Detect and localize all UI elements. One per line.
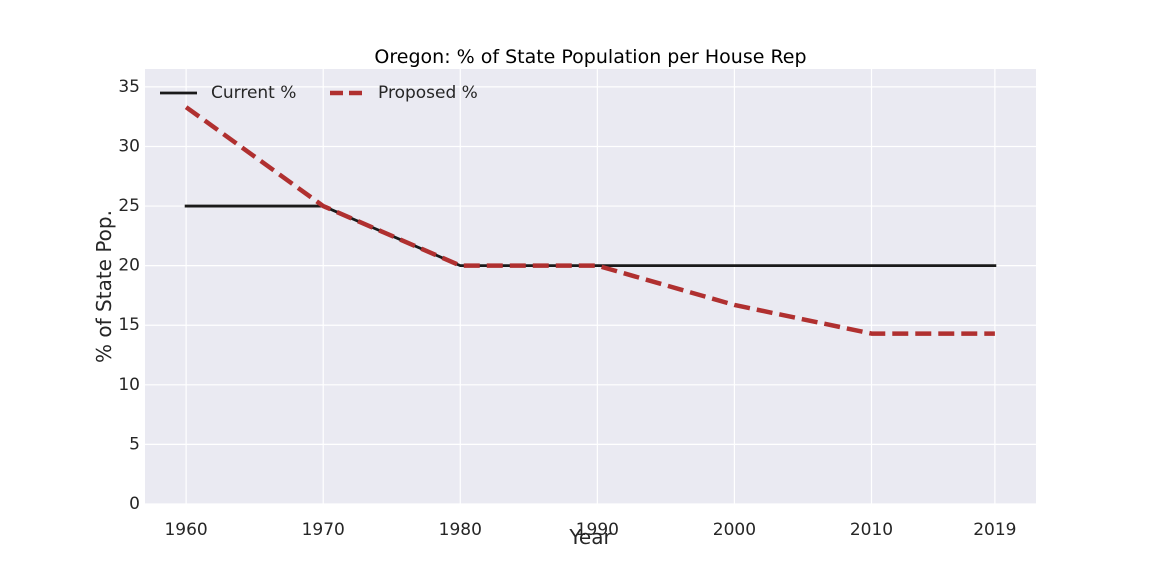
x-tick-label: 2010	[850, 520, 893, 540]
tick-labels: 1960 1970 1980 1990 2000 2010 2019 0 5 10 15 20 25 30…	[118, 77, 1016, 540]
y-tick-label: 25	[118, 196, 140, 216]
x-tick-label: 1980	[439, 520, 482, 540]
grid-lines	[145, 69, 1036, 505]
y-axis-label: % of State Pop.	[92, 210, 116, 363]
y-tick-label: 5	[129, 434, 140, 454]
legend-item-proposed: Proposed %	[330, 83, 478, 103]
y-tick-label: 30	[118, 136, 140, 156]
y-tick-label: 20	[118, 256, 140, 276]
x-tick-label: 1960	[164, 520, 207, 540]
legend-label: Current %	[211, 83, 296, 103]
x-tick-label: 1990	[576, 520, 619, 540]
legend: Current % Proposed %	[160, 83, 478, 103]
x-tick-label: 2019	[973, 520, 1016, 540]
y-tick-label: 0	[129, 494, 140, 514]
legend-label: Proposed %	[378, 83, 478, 103]
legend-item-current: Current %	[160, 83, 296, 103]
x-tick-label: 1970	[302, 520, 345, 540]
series-line-proposed	[184, 105, 995, 336]
series-lines	[184, 105, 997, 336]
x-tick-label: 2000	[713, 520, 756, 540]
y-tick-label: 35	[118, 77, 140, 97]
x-axis-label: Year	[568, 525, 612, 549]
plot-background	[145, 69, 1036, 504]
y-tick-label: 10	[118, 375, 140, 395]
y-tick-label: 15	[118, 315, 140, 335]
chart-title: Oregon: % of State Population per House …	[374, 46, 806, 68]
